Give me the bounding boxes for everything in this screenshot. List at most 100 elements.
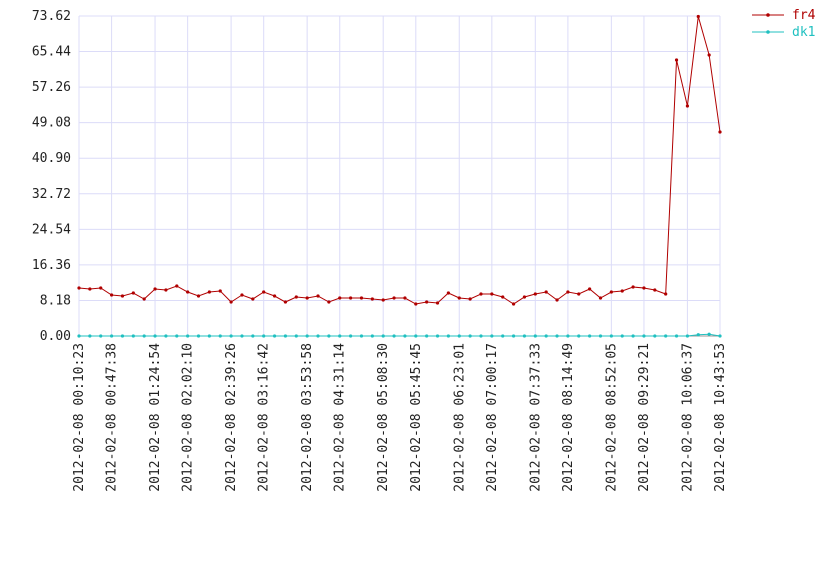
data-point [218,289,222,293]
data-point [718,334,722,338]
legend-label: dk1 [792,25,815,40]
data-point [664,292,668,296]
data-point [294,334,298,338]
data-point [272,334,277,338]
data-point [153,287,157,291]
y-tick-label: 16.36 [32,258,71,273]
data-point [653,334,657,338]
data-point [533,292,537,296]
series-line [78,16,721,305]
data-point [566,290,570,294]
x-tick-label: 2012-02-08 06:23:01 [452,343,467,492]
data-point [490,292,494,296]
data-point [120,334,125,338]
data-point [457,334,461,338]
y-tick-label: 40.90 [32,151,71,166]
data-point [414,334,418,338]
data-point [316,334,320,338]
data-point [142,334,146,338]
data-point [186,290,190,294]
data-point [196,294,201,298]
x-tick-label: 2012-02-08 07:00:17 [485,343,500,492]
data-point [370,334,374,338]
y-tick-label: 57.26 [32,80,71,95]
data-point [88,287,92,291]
x-tick-label: 2012-02-08 04:31:14 [333,343,348,492]
data-point [642,334,646,338]
data-point [642,286,646,290]
legend-dot [766,13,770,17]
legend-label: fr4 [792,8,816,23]
y-tick-label: 73.62 [32,9,71,24]
x-tick-label: 2012-02-08 08:14:49 [561,343,576,492]
data-point [533,334,537,338]
data-point [164,334,168,338]
data-point [240,293,244,297]
data-point [131,334,135,338]
data-point [479,334,483,338]
data-point [435,334,440,338]
data-point [153,334,157,338]
data-point [609,334,613,338]
data-point [272,294,277,298]
data-point [501,295,505,299]
data-point [88,334,92,338]
data-point [674,334,679,338]
data-point [674,58,679,62]
x-tick-label: 2012-02-08 02:39:26 [224,343,239,492]
data-point [631,285,635,289]
data-point [381,298,385,302]
data-point [349,334,353,338]
data-point [109,334,114,338]
x-tick-label: 2012-02-08 10:43:53 [713,343,728,492]
data-point [425,334,429,338]
data-point [338,296,342,300]
data-point [370,297,374,301]
data-point [186,334,190,338]
data-point [175,334,179,338]
data-point [262,290,266,294]
data-point [131,291,135,295]
data-point [544,334,548,338]
data-point [555,334,559,338]
data-point [446,291,450,295]
data-point [338,334,342,338]
data-point [544,290,548,294]
data-point [99,286,103,290]
data-point [196,334,201,338]
y-tick-label: 49.08 [32,116,71,131]
data-point [305,296,309,300]
y-tick-label: 65.44 [32,45,71,60]
data-point [251,297,255,301]
data-point [381,334,385,338]
data-point [316,294,320,298]
data-point [685,334,690,338]
data-point [283,300,288,304]
data-point [262,334,266,338]
data-point [718,130,722,134]
x-tick-label: 2012-02-08 03:53:58 [300,343,315,492]
data-point [511,334,516,338]
x-tick-label: 2012-02-08 05:08:30 [376,343,391,492]
data-point [598,296,603,300]
data-point [327,300,331,304]
y-tick-label: 0.00 [40,329,71,344]
y-tick-label: 24.54 [32,222,71,237]
data-point [588,287,592,291]
data-point [403,296,407,300]
data-point [120,294,125,298]
data-point [555,298,559,302]
data-point [522,295,527,299]
data-point [359,334,364,338]
y-tick-label: 8.18 [40,293,71,308]
data-point [327,334,331,338]
data-point [490,334,494,338]
data-point [77,286,81,290]
data-point [468,297,472,301]
data-point [229,334,233,338]
x-tick-label: 2012-02-08 08:52:05 [604,343,619,492]
data-point [414,302,418,306]
data-point [207,290,211,294]
data-point [425,300,429,304]
data-point [359,296,364,300]
